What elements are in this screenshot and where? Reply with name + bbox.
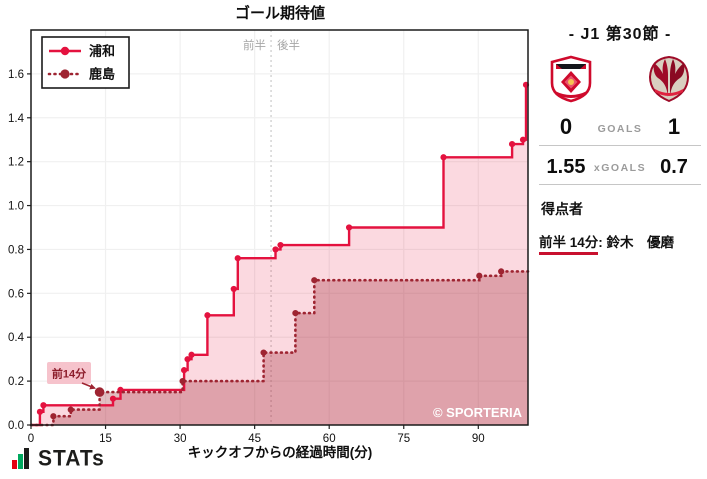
svg-text:0: 0 — [28, 433, 34, 445]
legend-label-kashima: 鹿島 — [89, 67, 115, 82]
xgoals-row: 1.55 xGOALS 0.7 — [539, 156, 701, 185]
scorer-time: 前半 14分 — [539, 235, 599, 255]
away-goals: 1 — [667, 114, 681, 139]
urawa-logo — [550, 55, 592, 103]
svg-text:1.0: 1.0 — [8, 201, 24, 213]
kashima-logo — [648, 55, 690, 103]
legend-marker-kashima — [60, 69, 70, 79]
first-half-label: 前半 — [243, 38, 266, 52]
home-xgoals: 1.55 — [546, 156, 586, 178]
home-goals: 0 — [559, 114, 573, 139]
x-axis-label: キックオフからの経過時間(分) — [188, 444, 373, 460]
scorer-entry: 前半 14分: 鈴木 優磨 — [539, 231, 699, 255]
goals-row: 0 GOALS 1 — [539, 114, 701, 146]
svg-text:30: 30 — [174, 433, 187, 445]
svg-text:45: 45 — [248, 433, 261, 445]
bar-chart-icon — [12, 448, 29, 469]
svg-text:0.0: 0.0 — [8, 420, 24, 432]
svg-text:1.4: 1.4 — [8, 113, 25, 125]
chart-plot-layer: 0 15 30 45 60 75 90 0.0 0.2 0.4 0.6 0.8 1.0 1.2 1.4 1.6 — [8, 30, 530, 445]
svg-text:75: 75 — [397, 433, 410, 445]
svg-text:0.4: 0.4 — [8, 332, 25, 344]
stats-logo-text: STATs — [38, 446, 105, 471]
svg-text:90: 90 — [472, 433, 485, 445]
annotation-arrowhead — [89, 383, 96, 390]
legend-label-urawa: 浦和 — [89, 44, 115, 59]
svg-text:1.2: 1.2 — [8, 157, 24, 169]
xg-chart-area: 0 15 30 45 60 75 90 0.0 0.2 0.4 0.6 0.8 1.0 1.2 1.4 1.6… — [8, 4, 530, 460]
sporteria-watermark: © SPORTERIA — [433, 405, 523, 420]
scorer-separator: : — [598, 235, 603, 250]
scorer-name: 鈴木 優磨 — [606, 235, 675, 250]
svg-text:0.2: 0.2 — [8, 376, 24, 388]
team-logos-row — [533, 54, 707, 104]
legend-box — [41, 36, 130, 89]
match-title: - J1 第30節 - — [568, 26, 672, 43]
legend: 浦和 鹿島 — [41, 36, 130, 89]
chart-title: ゴール期待値 — [235, 4, 325, 22]
svg-text:60: 60 — [323, 433, 336, 445]
xg-chart: 0 15 30 45 60 75 90 0.0 0.2 0.4 0.6 0.8 1.0 1.2 1.4 1.6… — [8, 4, 530, 460]
xgoals-label: xGOALS — [593, 162, 647, 174]
goals-label: GOALS — [597, 123, 643, 135]
plot-border — [30, 29, 529, 426]
away-xgoals: 0.7 — [660, 156, 688, 178]
svg-text:0.8: 0.8 — [8, 244, 24, 256]
annotation-label: 前14分 — [52, 367, 86, 381]
annotation-box — [47, 362, 91, 384]
second-half-label: 後半 — [277, 38, 300, 52]
legend-marker-urawa — [60, 46, 70, 56]
goal-annotation: 前14分 — [47, 362, 96, 390]
stats-logo: STATs — [12, 446, 105, 471]
svg-text:15: 15 — [99, 433, 112, 445]
svg-text:1.6: 1.6 — [8, 69, 24, 81]
match-summary-panel: - J1 第30節 - 0 GOALS — [533, 0, 707, 479]
svg-text:0.6: 0.6 — [8, 288, 24, 300]
scorers-heading: 得点者 — [541, 201, 583, 217]
